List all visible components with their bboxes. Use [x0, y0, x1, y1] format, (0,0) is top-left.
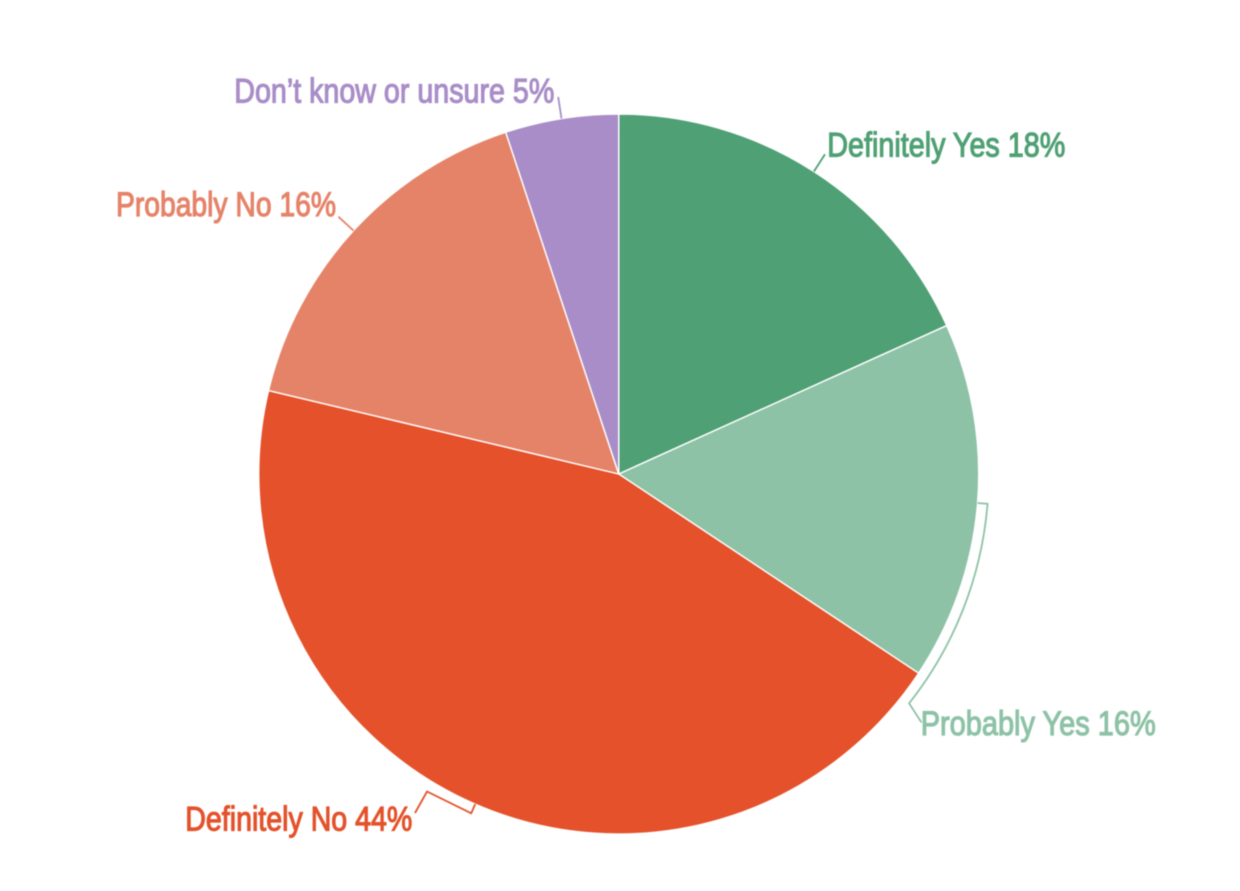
- svg-text:Don’t know or unsure 5%: Don’t know or unsure 5%: [234, 72, 554, 110]
- svg-text:Probably No 16%: Probably No 16%: [116, 186, 336, 224]
- svg-text:Definitely Yes 18%: Definitely Yes 18%: [827, 127, 1065, 165]
- svg-text:Probably Yes 16%: Probably Yes 16%: [921, 705, 1156, 743]
- svg-text:Definitely No 44%: Definitely No 44%: [185, 801, 412, 839]
